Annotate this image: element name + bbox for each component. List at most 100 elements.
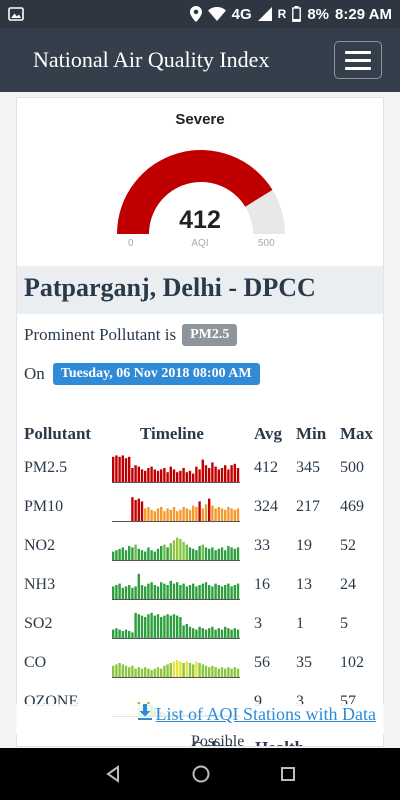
timeline-sparkline bbox=[112, 537, 240, 561]
pollutant-name: NO2 bbox=[24, 536, 56, 554]
table-row: PM10 324 217 469 bbox=[24, 487, 380, 526]
sparkline-bar bbox=[233, 509, 236, 521]
sparkline-bar bbox=[144, 470, 147, 482]
sparkline-bar bbox=[185, 507, 188, 521]
header-color: Color bbox=[191, 738, 233, 746]
sparkline-bar bbox=[150, 466, 153, 482]
sparkline-bar bbox=[147, 467, 150, 482]
timeline-cell bbox=[112, 643, 254, 682]
sparkline-bar bbox=[118, 583, 121, 599]
sparkline-bar bbox=[192, 505, 195, 521]
sparkline-bar bbox=[217, 506, 220, 521]
aqi-gauge: Severe 412 0 AQI 500 bbox=[17, 98, 383, 266]
sparkline-bar bbox=[182, 467, 185, 482]
sparkline-bar bbox=[163, 544, 166, 560]
pollutant-name: NH3 bbox=[24, 575, 56, 593]
sparkline-bar bbox=[201, 663, 204, 677]
header-min: Min bbox=[296, 424, 327, 443]
sparkline-bar bbox=[112, 456, 115, 482]
sparkline-bar bbox=[163, 510, 166, 521]
sparkline-bar bbox=[188, 584, 192, 599]
max-value: 52 bbox=[340, 536, 356, 554]
sparkline-bar bbox=[166, 546, 169, 560]
sparkline-bar bbox=[195, 585, 198, 599]
sparkline-bar bbox=[227, 666, 230, 677]
sparkline-bar bbox=[217, 468, 220, 482]
sparkline-bar bbox=[211, 505, 214, 521]
header-avg: Avg bbox=[254, 424, 283, 443]
aqi-status: Severe bbox=[175, 111, 225, 128]
sparkline-bar bbox=[214, 507, 217, 521]
sparkline-bar bbox=[131, 546, 134, 560]
max-value: 469 bbox=[340, 497, 364, 515]
on-label: On bbox=[24, 364, 45, 383]
sparkline-bar bbox=[163, 615, 166, 638]
gauge-chart bbox=[117, 149, 285, 234]
sparkline-bar bbox=[192, 548, 195, 560]
sparkline-bar bbox=[227, 583, 230, 599]
sparkline-bar bbox=[195, 661, 198, 677]
sparkline-bar bbox=[195, 506, 198, 521]
sparkline-bar bbox=[137, 573, 140, 599]
sparkline-bar bbox=[172, 661, 176, 677]
sparkline-bar bbox=[144, 507, 147, 521]
sparkline-bar bbox=[230, 464, 233, 482]
sparkline-bar bbox=[208, 666, 211, 677]
sparkline-bar bbox=[176, 615, 179, 638]
sparkline-bar bbox=[233, 627, 236, 638]
sparkline-bar bbox=[224, 509, 227, 521]
home-icon[interactable] bbox=[191, 764, 211, 784]
sparkline-bar bbox=[179, 538, 182, 560]
app-title[interactable]: National Air Quality Index bbox=[33, 47, 270, 72]
sparkline-bar bbox=[220, 507, 224, 521]
sparkline-bar bbox=[224, 584, 227, 599]
sparkline-bar bbox=[134, 544, 137, 560]
sparkline-bar bbox=[147, 583, 150, 599]
sparkline-bar bbox=[160, 468, 163, 482]
prominent-pollutant-badge: PM2.5 bbox=[182, 324, 238, 346]
sparkline-bar bbox=[131, 467, 134, 482]
sparkline-bar bbox=[217, 584, 220, 599]
sparkline-bar bbox=[227, 468, 230, 482]
sparkline-bar bbox=[236, 583, 240, 599]
header-max: Max bbox=[340, 424, 374, 443]
menu-toggle-button[interactable] bbox=[334, 41, 382, 79]
sparkline-bar bbox=[137, 498, 140, 521]
sparkline-bar bbox=[208, 467, 211, 482]
timeline-sparkline bbox=[112, 496, 240, 522]
sparkline-bar bbox=[236, 507, 240, 521]
sparkline-bar bbox=[208, 498, 211, 521]
sparkline-bar bbox=[172, 613, 176, 638]
sparkline-bar bbox=[217, 548, 220, 560]
gauge-fill bbox=[117, 149, 273, 234]
sparkline-bar bbox=[230, 546, 233, 560]
image-notification-icon bbox=[8, 7, 24, 21]
sparkline-bar bbox=[153, 468, 156, 482]
roaming-indicator: R bbox=[277, 7, 287, 21]
table-row: PM2.5 412 345 500 bbox=[24, 448, 380, 487]
sparkline-bar bbox=[147, 613, 150, 638]
sparkline-bar bbox=[188, 509, 192, 521]
recents-icon[interactable] bbox=[280, 766, 296, 782]
sparkline-bar bbox=[115, 549, 118, 560]
min-value: 345 bbox=[296, 458, 320, 476]
sparkline-bar bbox=[195, 466, 198, 482]
pollutant-name: PM2.5 bbox=[24, 458, 68, 476]
sparkline-bar bbox=[153, 615, 156, 638]
sparkline-bar bbox=[214, 549, 217, 560]
sparkline-bar bbox=[176, 659, 179, 677]
back-icon[interactable] bbox=[104, 765, 122, 783]
sparkline-bar bbox=[211, 546, 214, 560]
avg-value: 56 bbox=[254, 653, 270, 671]
sparkline-bar bbox=[233, 584, 236, 599]
sparkline-bar bbox=[115, 627, 118, 638]
header-health: Health bbox=[255, 738, 304, 746]
sparkline-bar bbox=[137, 613, 140, 638]
sparkline-bar bbox=[160, 581, 163, 599]
sparkline-bar bbox=[163, 467, 166, 482]
sparkline-bar bbox=[124, 457, 128, 482]
aqi-stations-download-link[interactable]: List of AQI Stations with Data bbox=[137, 704, 376, 725]
sparkline-bar bbox=[230, 668, 233, 677]
sparkline-bar bbox=[236, 629, 240, 638]
sparkline-bar bbox=[204, 503, 208, 521]
